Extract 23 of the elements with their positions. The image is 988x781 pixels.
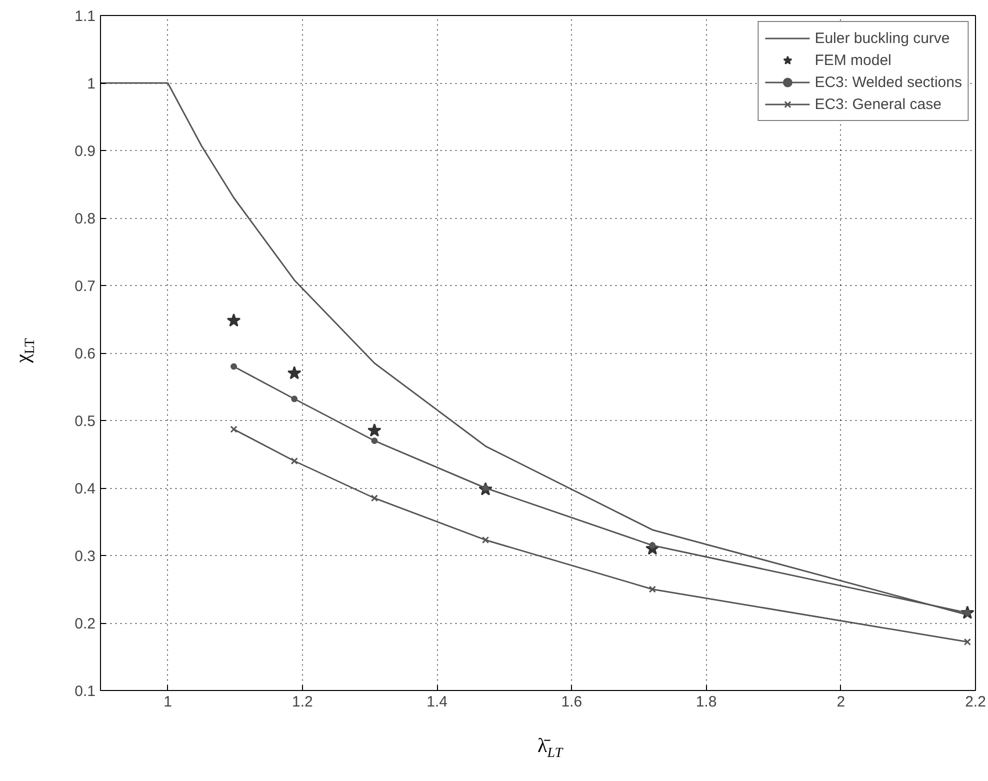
- x-tick-label: 1.8: [696, 694, 717, 710]
- y-tick-label: 0.8: [74, 210, 96, 228]
- y-tick-label: 1.1: [74, 8, 96, 25]
- y-tick-label: 0.7: [74, 278, 96, 295]
- x-tick-label: 2.2: [965, 694, 986, 710]
- legend-label: EC3: Welded sections: [814, 74, 962, 90]
- legend-label: FEM model: [814, 52, 892, 68]
- y-tick-label: 0.5: [74, 413, 96, 430]
- x-tick-label: 1.6: [561, 694, 582, 710]
- x-tick-label: 1: [164, 694, 172, 710]
- y-tick-label: 0.3: [74, 548, 96, 565]
- y-tick-label: 0.9: [74, 143, 96, 160]
- x-tick-label: 1.2: [292, 694, 313, 710]
- y-tick-label: 0.1: [74, 683, 96, 700]
- y-tick-label: 1: [87, 76, 96, 92]
- x-axis-title: λ̄$_{LT}$: [536, 735, 564, 762]
- legend-label: Euler buckling curve: [814, 30, 950, 46]
- y-tick-label: 0.6: [74, 346, 96, 362]
- x-tick-label: 2: [836, 694, 846, 710]
- y-tick-label: 0.2: [74, 616, 96, 632]
- x-tick-label: 1.4: [426, 694, 448, 710]
- y-tick-label: 0.4: [74, 480, 96, 498]
- legend-label: EC3: General case: [814, 96, 942, 112]
